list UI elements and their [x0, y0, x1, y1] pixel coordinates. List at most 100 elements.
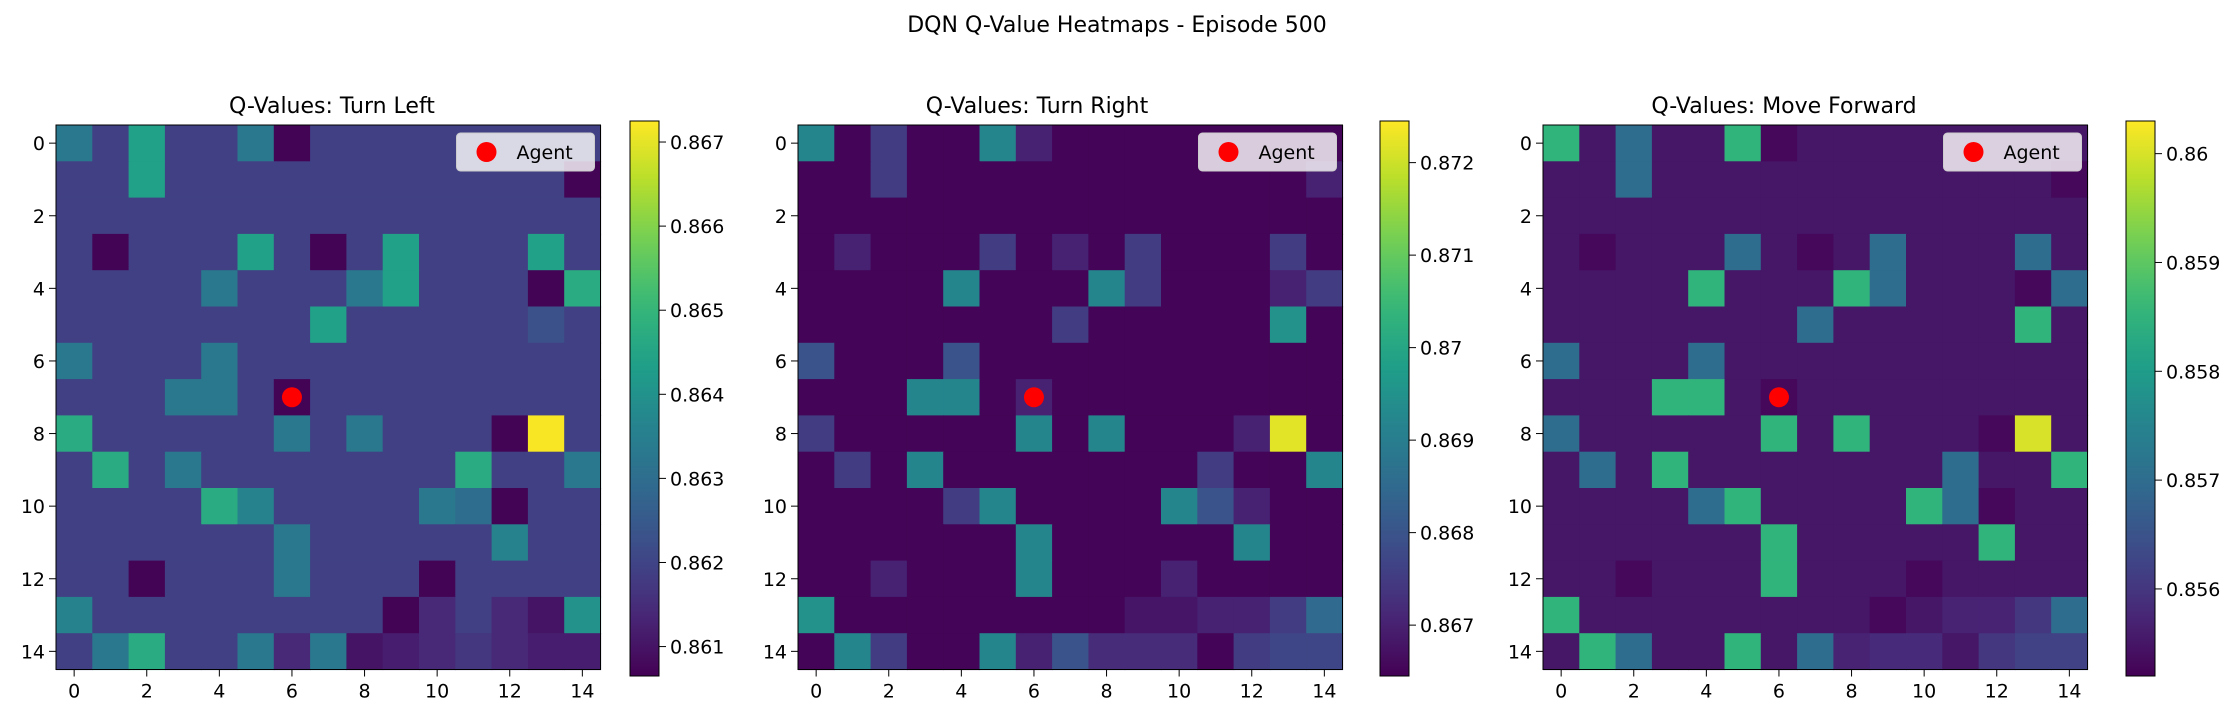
legend-label: Agent [517, 142, 573, 164]
heatmap-cell [1124, 270, 1162, 308]
heatmap-cell [237, 415, 275, 453]
heatmap-cell [1833, 270, 1871, 308]
heatmap-cell [1161, 197, 1198, 235]
y-tick-label: 6 [775, 351, 787, 373]
heatmap-cell [310, 633, 347, 671]
heatmap-cell [1833, 306, 1871, 344]
heatmap-cell [979, 524, 1017, 562]
y-tick-label: 10 [763, 496, 787, 518]
heatmap-cell [2051, 451, 2089, 489]
heatmap-cell [2014, 415, 2052, 453]
heatmap-cell [1269, 560, 1307, 598]
heatmap-cell [834, 270, 872, 308]
heatmap-cell [1543, 524, 1580, 562]
heatmap-cell [1543, 270, 1580, 308]
heatmap-cells [56, 125, 602, 671]
heatmap-cell [564, 379, 602, 416]
y-tick-label: 2 [33, 206, 45, 228]
heatmap-cell [1869, 633, 1907, 671]
heatmap-cell [870, 197, 908, 235]
heatmap-cell [1651, 379, 1689, 416]
heatmap-cell [1233, 306, 1271, 344]
heatmap-cell [1760, 451, 1798, 489]
heatmap-cell [310, 415, 347, 453]
heatmap-cell [527, 270, 565, 308]
heatmap-cell [346, 233, 384, 271]
heatmap-cell [237, 488, 275, 525]
y-tick-label: 8 [33, 424, 45, 446]
heatmap-cell [164, 524, 202, 562]
heatmap-cell [1869, 596, 1907, 634]
heatmap-cell [1543, 488, 1580, 525]
heatmap-cell [455, 306, 493, 344]
heatmap-cell [128, 596, 166, 634]
heatmap-cell [906, 560, 944, 598]
x-axis-ticks: 0 2 4 6 8 10 12 14 [810, 669, 1336, 703]
heatmap-cell [1306, 524, 1344, 562]
heatmap-cell [798, 306, 835, 344]
heatmap-cell [906, 197, 944, 235]
heatmap-cell [1724, 197, 1762, 235]
heatmap-cell [1942, 488, 1980, 525]
heatmap-cell [491, 197, 529, 235]
heatmap-cell [1651, 415, 1689, 453]
heatmap-cell [273, 233, 311, 271]
heatmap-cell [1978, 488, 2016, 525]
heatmap-cell [1833, 560, 1871, 598]
heatmap-cell [237, 125, 275, 162]
heatmap-cell [491, 524, 529, 562]
heatmap-cell [1760, 596, 1798, 634]
heatmap-cell [979, 633, 1017, 671]
heatmap-cell [128, 524, 166, 562]
heatmap-cell [1942, 524, 1980, 562]
heatmap-cell [419, 233, 456, 271]
heatmap-cell [870, 524, 908, 562]
heatmap-cell [1869, 560, 1907, 598]
heatmap-cell [1688, 342, 1726, 380]
heatmap-cell [1942, 451, 1980, 489]
heatmap-cell [1124, 633, 1162, 671]
heatmap-cell [1579, 633, 1617, 671]
heatmap-cell [92, 233, 130, 271]
heatmap-cell [1161, 488, 1198, 525]
heatmap-cell [1306, 197, 1344, 235]
heatmap-cell [1688, 596, 1726, 634]
heatmap-cell [1724, 270, 1762, 308]
heatmap-cell [906, 306, 944, 344]
heatmap-cell [128, 342, 166, 380]
heatmap-cell [1760, 488, 1798, 525]
heatmap-cell [164, 161, 202, 199]
heatmap-cell [1651, 197, 1689, 235]
heatmap-cell [1833, 633, 1871, 671]
y-tick-label: 8 [775, 424, 787, 446]
heatmap-cell [128, 451, 166, 489]
heatmap-cell [1088, 161, 1126, 199]
heatmap-cell [1833, 233, 1871, 271]
heatmap-cell [564, 270, 602, 308]
heatmap-cell [1269, 596, 1307, 634]
heatmap-cell [979, 270, 1017, 308]
heatmap-cell [201, 342, 239, 380]
heatmap-cell [1724, 596, 1762, 634]
heatmap-cell [1978, 342, 2016, 380]
heatmap-cell [1688, 379, 1726, 416]
heatmap-cell [346, 161, 384, 199]
heatmap-cell [1869, 451, 1907, 489]
heatmap-cell [834, 379, 872, 416]
heatmap-cell [201, 379, 239, 416]
heatmap-cell [1942, 560, 1980, 598]
heatmap-cell [128, 633, 166, 671]
heatmap-cell [1543, 161, 1580, 199]
heatmap-cell [1906, 379, 1943, 416]
heatmap-cell [1269, 415, 1307, 453]
heatmap-cell [1797, 270, 1834, 308]
heatmap-cell [1942, 415, 1980, 453]
heatmap-cell [237, 233, 275, 271]
heatmap-cell [1306, 596, 1344, 634]
x-tick-label: 14 [570, 681, 594, 703]
heatmap-cell [1615, 524, 1653, 562]
heatmap-cell [1197, 633, 1235, 671]
y-tick-label: 0 [1520, 133, 1532, 155]
heatmap-cell [56, 270, 93, 308]
